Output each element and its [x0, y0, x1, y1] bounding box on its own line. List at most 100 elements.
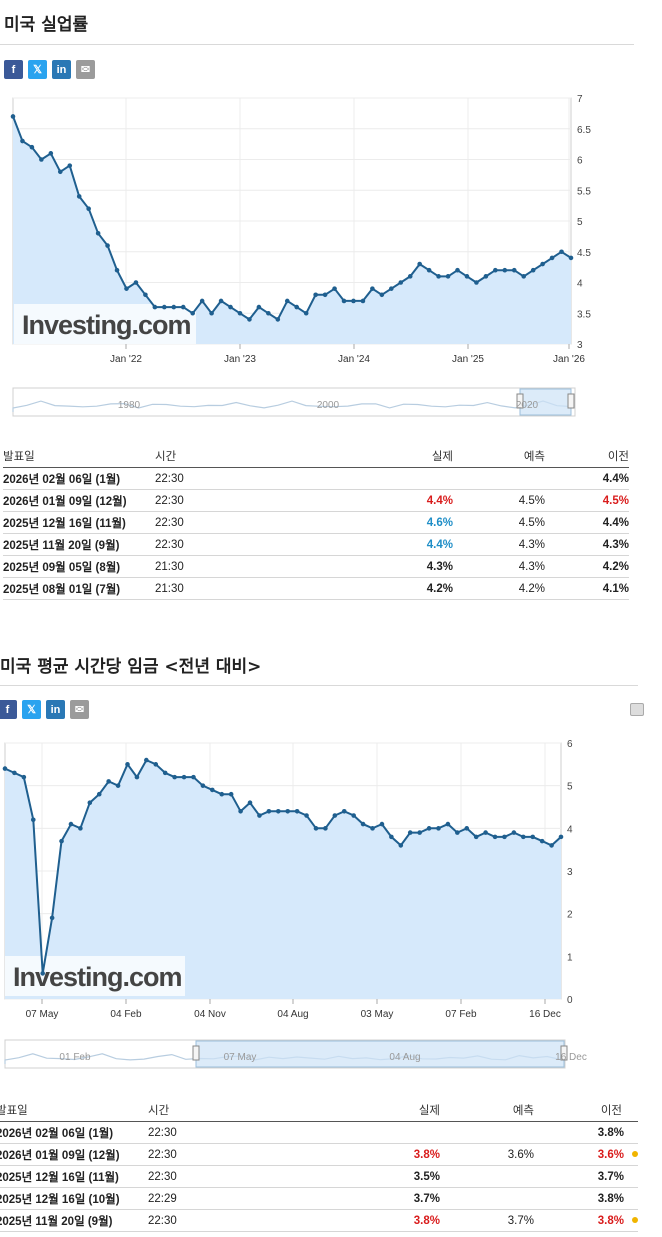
data-point[interactable]: [417, 261, 422, 267]
data-point[interactable]: [256, 304, 262, 310]
data-point[interactable]: [455, 830, 460, 835]
data-point[interactable]: [568, 255, 574, 261]
data-point[interactable]: [304, 813, 309, 818]
data-point[interactable]: [284, 298, 290, 304]
data-point[interactable]: [171, 304, 177, 310]
data-point[interactable]: [190, 310, 195, 316]
data-point[interactable]: [115, 783, 121, 788]
data-point[interactable]: [67, 163, 73, 168]
data-point[interactable]: [30, 817, 36, 823]
linkedin-share-button[interactable]: in: [46, 700, 65, 719]
data-point[interactable]: [389, 286, 394, 291]
data-point[interactable]: [20, 138, 25, 144]
data-point[interactable]: [95, 231, 101, 236]
navigator-handle[interactable]: [516, 393, 524, 409]
data-point[interactable]: [125, 762, 130, 767]
data-point[interactable]: [351, 813, 356, 818]
data-point[interactable]: [294, 304, 300, 310]
data-point[interactable]: [521, 834, 526, 840]
email-share-button[interactable]: ✉: [70, 700, 89, 719]
data-point[interactable]: [483, 830, 488, 835]
data-point[interactable]: [87, 800, 93, 806]
data-point[interactable]: [502, 267, 508, 273]
data-point[interactable]: [191, 774, 196, 780]
data-point[interactable]: [360, 298, 366, 304]
data-point[interactable]: [12, 770, 17, 776]
data-point[interactable]: [303, 310, 309, 316]
data-point[interactable]: [48, 151, 54, 156]
data-point[interactable]: [407, 830, 413, 835]
data-point[interactable]: [323, 826, 328, 831]
data-point[interactable]: [294, 808, 300, 814]
data-point[interactable]: [162, 770, 168, 776]
data-point[interactable]: [455, 267, 460, 273]
wages-chart[interactable]: 0 1 2 3 4 5 6 07 May 04 Feb 04 Nov 04 Aug 03 May 07 …: [0, 734, 640, 1084]
data-point[interactable]: [257, 813, 262, 818]
data-point[interactable]: [29, 144, 35, 150]
data-point[interactable]: [445, 274, 451, 279]
data-point[interactable]: [445, 821, 451, 827]
navigator-handle[interactable]: [560, 1045, 568, 1061]
data-point[interactable]: [332, 286, 337, 291]
data-point[interactable]: [511, 830, 517, 835]
data-point[interactable]: [238, 808, 243, 814]
data-point[interactable]: [398, 843, 404, 848]
data-point[interactable]: [322, 292, 328, 298]
data-point[interactable]: [473, 834, 479, 840]
data-point[interactable]: [210, 787, 215, 793]
data-point[interactable]: [502, 834, 507, 840]
data-point[interactable]: [275, 808, 281, 814]
data-point[interactable]: [228, 791, 234, 797]
data-point[interactable]: [57, 169, 63, 175]
data-point[interactable]: [105, 243, 110, 248]
data-point[interactable]: [313, 826, 319, 831]
data-point[interactable]: [199, 298, 205, 304]
data-point[interactable]: [398, 280, 404, 285]
data-point[interactable]: [200, 783, 206, 788]
data-point[interactable]: [237, 310, 243, 316]
data-point[interactable]: [285, 808, 291, 814]
data-point[interactable]: [266, 310, 271, 316]
data-point[interactable]: [360, 821, 366, 827]
data-point[interactable]: [492, 834, 498, 840]
data-point[interactable]: [180, 304, 186, 310]
data-point[interactable]: [21, 774, 27, 780]
navigator-handle[interactable]: [192, 1045, 200, 1061]
data-point[interactable]: [436, 274, 441, 279]
data-point[interactable]: [209, 310, 214, 316]
data-point[interactable]: [247, 317, 252, 322]
data-point[interactable]: [218, 298, 224, 304]
linkedin-share-button[interactable]: in: [52, 60, 71, 79]
data-point[interactable]: [426, 826, 432, 831]
print-icon[interactable]: [630, 703, 644, 716]
data-point[interactable]: [247, 800, 253, 806]
data-point[interactable]: [559, 249, 564, 255]
twitter-share-button[interactable]: 𝕏: [28, 60, 47, 79]
data-point[interactable]: [133, 280, 139, 285]
data-point[interactable]: [40, 971, 45, 976]
data-point[interactable]: [219, 791, 225, 797]
data-point[interactable]: [144, 757, 149, 763]
data-point[interactable]: [407, 274, 413, 279]
data-point[interactable]: [351, 298, 356, 304]
twitter-share-button[interactable]: 𝕏: [22, 700, 41, 719]
data-point[interactable]: [143, 292, 148, 298]
data-point[interactable]: [172, 774, 177, 780]
data-point[interactable]: [152, 304, 158, 310]
data-point[interactable]: [275, 317, 281, 322]
navigator-selection[interactable]: [195, 1040, 565, 1068]
data-point[interactable]: [379, 292, 385, 298]
data-point[interactable]: [539, 838, 545, 844]
data-point[interactable]: [436, 826, 441, 831]
data-point[interactable]: [417, 830, 422, 835]
data-point[interactable]: [10, 114, 16, 119]
data-point[interactable]: [228, 304, 233, 310]
data-point[interactable]: [521, 274, 527, 279]
data-point[interactable]: [96, 791, 102, 797]
data-point[interactable]: [558, 834, 564, 840]
data-point[interactable]: [59, 838, 64, 844]
data-point[interactable]: [332, 813, 338, 818]
data-point[interactable]: [49, 915, 55, 921]
data-point[interactable]: [370, 826, 375, 831]
data-point[interactable]: [379, 821, 385, 827]
